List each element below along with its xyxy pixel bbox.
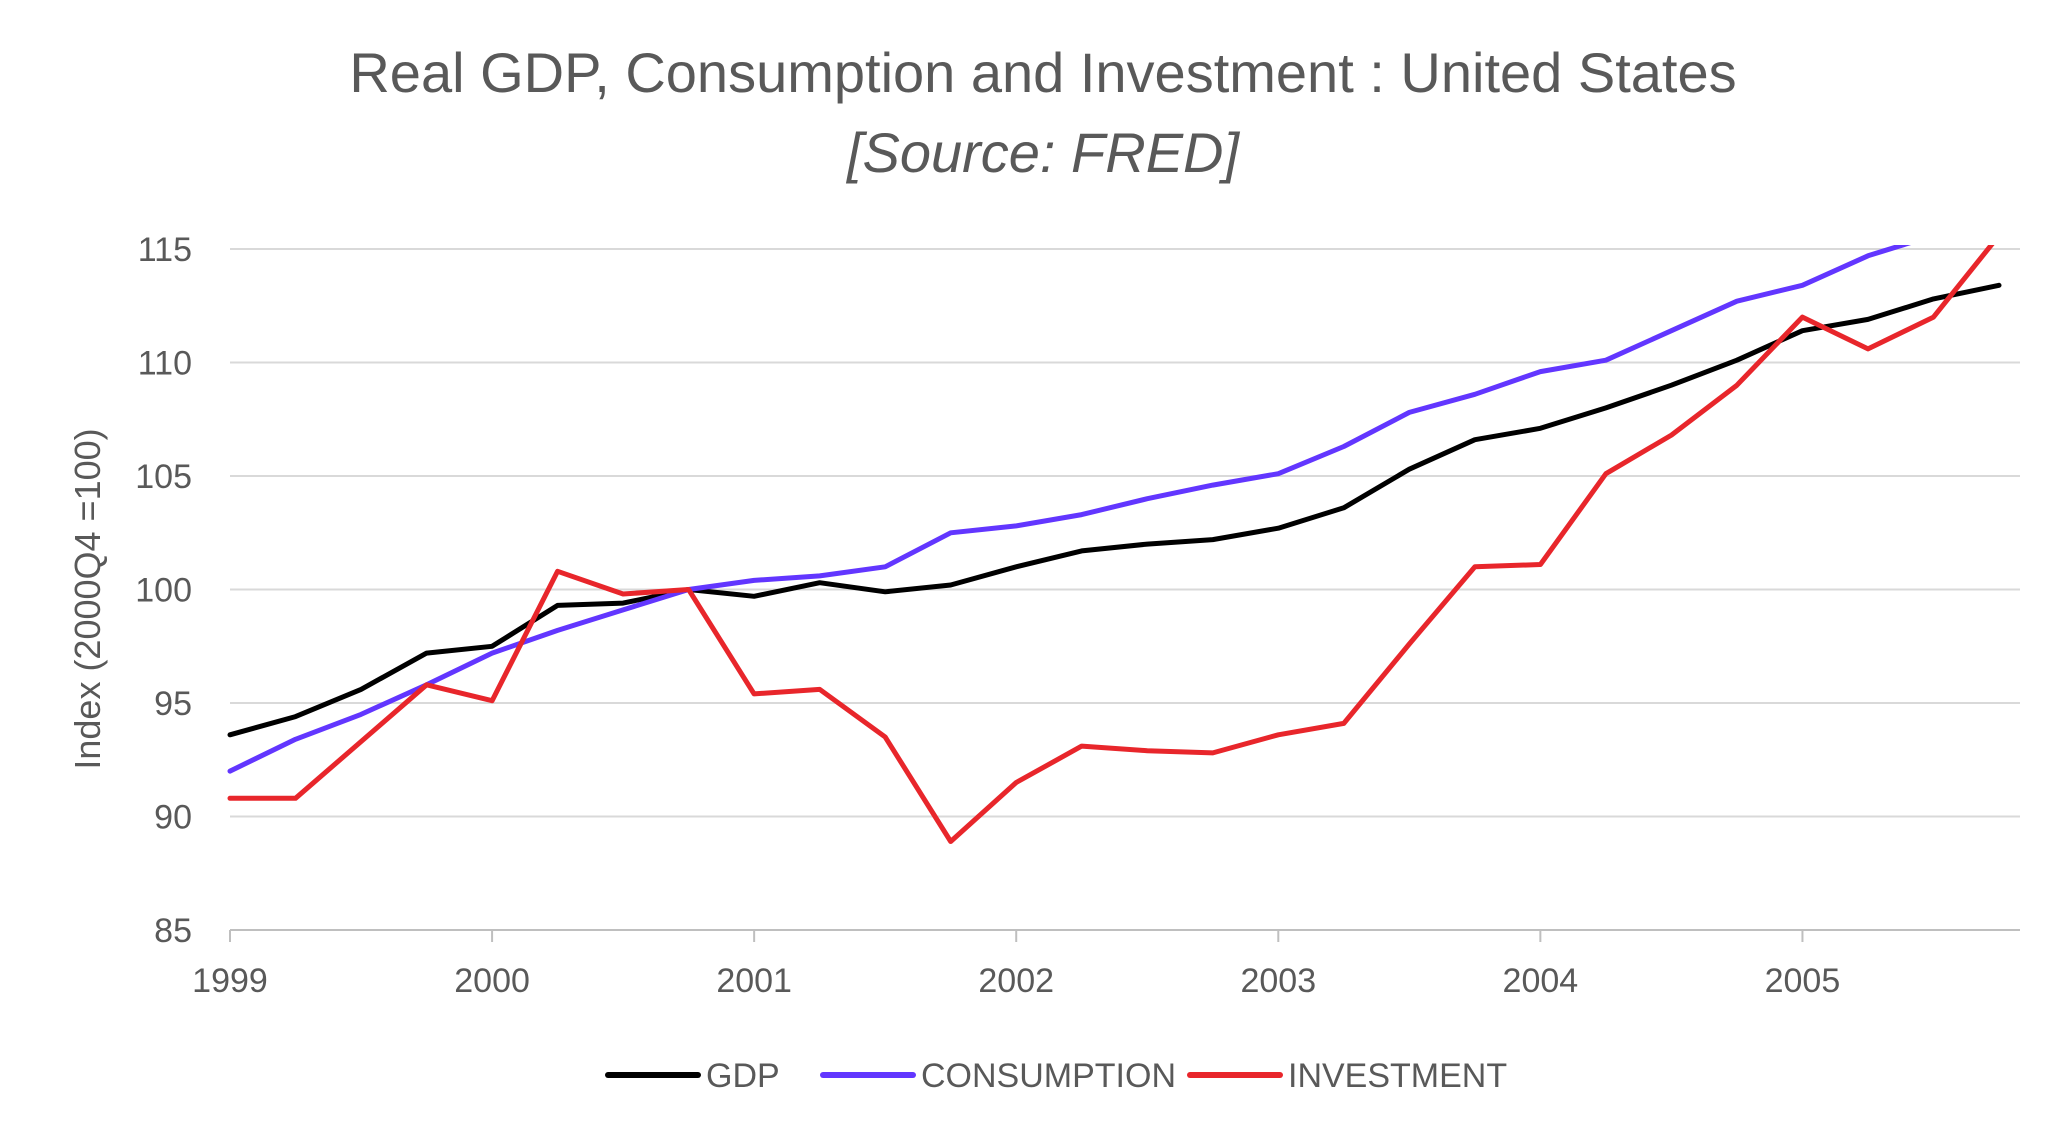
series-line-investment [227, 245, 1995, 844]
x-tick-label: 2000 [454, 962, 530, 1000]
legend-item-investment: INVESTMENT [1187, 1057, 1507, 1095]
legend-label: CONSUMPTION [921, 1057, 1176, 1095]
series-line-gdp [227, 282, 2002, 738]
x-axis-ticks: 1999 2000 2001 2002 2003 2004 2005 [192, 930, 1840, 1000]
y-tick-label: 100 [135, 572, 192, 610]
y-tick-label: 85 [154, 912, 192, 950]
legend-item-gdp: GDP [605, 1057, 780, 1095]
series-lines [227, 245, 2002, 844]
x-tick-label: 2002 [978, 962, 1054, 1000]
gridlines [230, 248, 2020, 818]
y-axis-ticks: 85 90 95 100 105 110 115 [135, 231, 192, 950]
y-axis-title: Index (2000Q4 =100) [67, 428, 108, 769]
y-tick-label: 90 [154, 799, 192, 837]
chart-subtitle: [Source: FRED] [845, 121, 1241, 184]
legend-item-consumption: CONSUMPTION [820, 1057, 1176, 1095]
x-tick-label: 2004 [1503, 962, 1579, 1000]
y-tick-label: 95 [154, 685, 192, 723]
legend-label: INVESTMENT [1288, 1057, 1507, 1095]
x-tick-label: 2003 [1240, 962, 1316, 1000]
x-tick-label: 2005 [1765, 962, 1841, 1000]
y-tick-label: 115 [138, 231, 192, 269]
series-line-consumption [227, 245, 1912, 774]
chart-title: Real GDP, Consumption and Investment : U… [349, 41, 1736, 104]
y-tick-label: 110 [138, 345, 192, 383]
x-tick-label: 1999 [192, 962, 268, 1000]
legend: GDP CONSUMPTION INVESTMENT [605, 1057, 1507, 1095]
x-tick-label: 2001 [716, 962, 792, 1000]
legend-label: GDP [706, 1057, 780, 1095]
y-tick-label: 105 [135, 458, 192, 496]
